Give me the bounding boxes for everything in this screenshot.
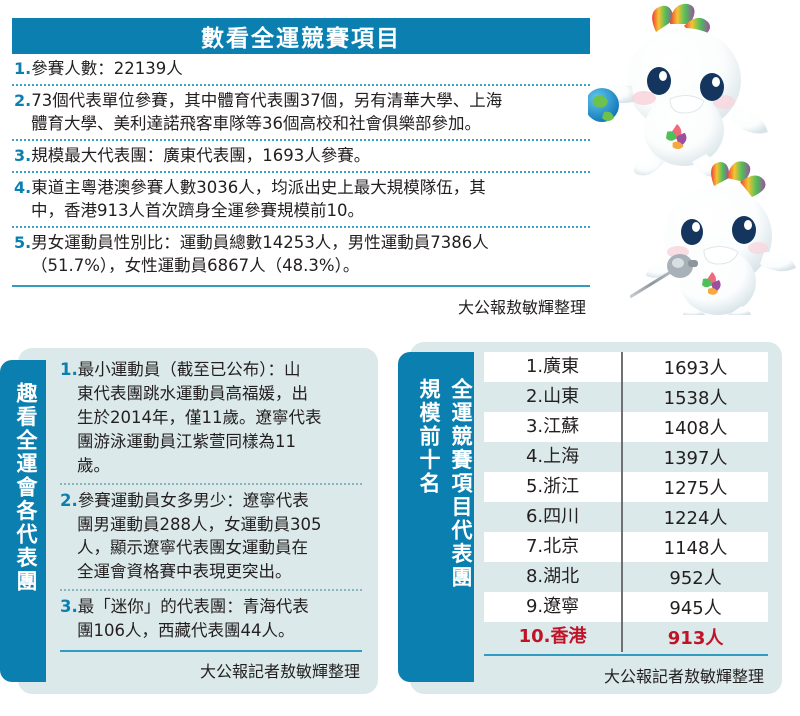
fact-text-line: 東代表團跳水運動員高福媛，出 [77,383,308,403]
rank-team-name: 9.遼寧 [484,592,624,622]
table-row: 2.山東 1538人 [484,382,768,412]
table-row: 1.廣東 1693人 [484,352,768,382]
fact-number: 2. [14,90,32,110]
top-summary-section: 數看全運競賽項目 1.參賽人數：22139人 2.73個代表單位參賽，其中體育代… [12,18,590,318]
rank-team-name: 4.上海 [484,442,624,472]
mascot-emblem-icon [666,124,687,150]
mascot-globe-icon [588,3,768,177]
left-panel-content: 1.最小運動員（截至已公布）：山 東代表團跳水運動員高福媛，出 生於2014年，… [56,350,372,692]
rank-team-count: 1397人 [663,448,728,469]
rank-team-name: 3.江蘇 [484,412,624,442]
mascot-eye-icon [681,216,756,245]
section-divider [12,284,590,287]
rank-team-count: 1224人 [663,508,728,529]
fact-number: 5. [14,232,32,252]
right-credit-line: 大公報記者敖敏輝整理 [603,667,764,686]
fact-number: 1. [14,59,32,78]
fact-text-line: 全運會資格賽中表現更突出。 [77,562,292,582]
table-row: 7.北京 1148人 [484,532,768,562]
fact-number: 1. [60,360,78,379]
left-panel-side-tab: 趣看全運會各代表團 [0,360,46,682]
table-row: 9.遼寧 945人 [484,592,768,622]
fact-text-line: 中，香港913人首次躋身全運參賽規模前10。 [31,201,364,221]
rank-team-count: 1148人 [663,538,728,559]
fact-text-line: （51.7%），女性運動員6867人（48.3%）。 [31,256,360,276]
globe-ball-icon [588,88,619,122]
fact-item: 3.規模最大代表團：廣東代表團，1693人參賽。 [12,138,590,171]
table-row: 4.上海 1397人 [484,442,768,472]
quirky-fact-item: 3.最「迷你」的代表團：青海代表 團106人，西藏代表團44人。 [60,589,362,648]
rank-team-name: 2.山東 [484,382,624,412]
quirky-fact-item: 1.最小運動員（截至已公布）：山 東代表團跳水運動員高福媛，出 生於2014年，… [60,354,362,483]
rank-team-name: 1.廣東 [484,352,624,382]
fact-text-line: 東道主粵港澳參賽人數3036人，均派出史上最大規模隊伍，其 [31,177,486,197]
left-credit-line: 大公報記者敖敏輝整理 [199,662,360,682]
table-row: 8.湖北 952人 [484,562,768,592]
rank-team-count: 945人 [669,598,722,619]
fact-number: 3. [60,597,78,617]
fact-text-line: 生於2014年，僅11歲。遼寧代表 [77,407,322,427]
left-panel-background [18,348,378,694]
section-divider [60,650,362,653]
rank-team-count: 1275人 [663,478,728,499]
mascot-fencing-icon [630,161,796,315]
rank-team-name: 5.浙江 [484,472,624,502]
fact-text-line: 參賽人數：22139人 [31,59,183,78]
rank-team-name: 6.四川 [484,502,624,532]
fact-text-line: 男女運動員性別比：運動員總數14253人，男性運動員7386人 [31,232,489,252]
ranking-table: 1.廣東 1693人 2.山東 1538人 3.江蘇 1408人 4.上海 13… [484,352,768,687]
section-divider [484,654,768,656]
fencing-sword-icon [630,254,698,299]
fact-text-line: 人，顯示遼寧代表團女運動員在 [77,538,308,558]
mascot-eye-icon [647,67,724,101]
fact-text-line: 團男運動員288人，女運動員305 [77,514,322,534]
table-row: 3.江蘇 1408人 [484,412,768,442]
rank-team-name: 10.香港 [484,622,624,652]
top-facts-list: 1.參賽人數：22139人 2.73個代表單位參賽，其中體育代表團37個，另有清… [12,54,590,281]
fact-item: 4.東道主粵港澳參賽人數3036人，均派出史上最大規模隊伍，其 中，香港913人… [12,170,590,226]
fact-text-line: 團游泳運動員江紫萱同樣為11 [77,431,296,451]
fact-text-line: 73個代表單位參賽，其中體育代表團37個，另有清華大學、上海 [31,90,503,110]
page-title: 數看全運競賽項目 [201,26,401,52]
right-panel-side-tab: 全運競賽項目代表團 規模前十名 [398,352,474,682]
fact-text-line: 最小運動員（截至已公布）：山 [77,360,301,379]
table-row-highlighted: 10.香港 913人 [484,622,768,652]
quirky-fact-item: 2.參賽運動員女多男少：遼寧代表 團男運動員288人，女運動員305 人，顯示遼… [60,482,362,590]
fact-text-line: 體育大學、美利達諾飛客車隊等36個高校和社會俱樂部參加。 [31,114,481,134]
fact-number: 3. [14,145,32,165]
left-panel-side-label: 趣看全運會各代表團 [14,382,38,594]
fact-text-line: 團106人，西藏代表團44人。 [77,621,295,641]
fact-number: 4. [14,177,32,197]
top-credit-line: 大公報敖敏輝整理 [457,297,586,317]
fact-text-line: 歲。 [77,455,110,475]
rank-team-count: 913人 [667,628,724,649]
fact-item: 2.73個代表單位參賽，其中體育代表團37個，另有清華大學、上海 體育大學、美利… [12,83,590,139]
rank-team-count: 1408人 [663,418,728,439]
fact-text-line: 參賽運動員女多男少：遼寧代表 [77,490,309,510]
rank-team-count: 1538人 [663,388,728,409]
fact-item: 1.參賽人數：22139人 [12,54,590,84]
fact-text-line: 最「迷你」的代表團：青海代表 [77,597,309,617]
rank-team-name: 7.北京 [484,532,624,562]
fact-number: 2. [60,490,78,510]
right-panel-side-label-2: 規模前十名 [417,378,441,496]
right-panel-side-label-1: 全運競賽項目代表團 [449,378,473,590]
table-row: 6.四川 1224人 [484,502,768,532]
rank-team-count: 952人 [669,568,722,589]
main-title-bar: 數看全運競賽項目 [12,18,590,54]
rank-team-count: 1693人 [663,358,728,379]
mascot-crest-icon [711,161,766,197]
fact-text-line: 規模最大代表團：廣東代表團，1693人參賽。 [31,145,371,165]
table-row: 5.浙江 1275人 [484,472,768,502]
fact-item: 5.男女運動員性別比：運動員總數14253人，男性運動員7386人 （51.7%… [12,225,590,281]
rank-team-name: 8.湖北 [484,562,624,592]
mascot-emblem-icon [702,272,721,295]
